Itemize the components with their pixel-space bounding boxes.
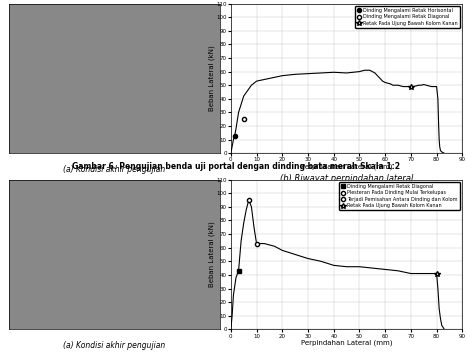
Y-axis label: Beban Lateral (kN): Beban Lateral (kN) (208, 45, 215, 111)
Text: (a) Kondisi akhir pengujian: (a) Kondisi akhir pengujian (64, 341, 166, 350)
Text: (a) Kondisi akhir pengujian: (a) Kondisi akhir pengujian (64, 165, 166, 174)
Legend: Dinding Mengalami Retak Diagonal, Plesteran Pada Dinding Mulai Terkelupas, Terja: Dinding Mengalami Retak Diagonal, Pleste… (339, 182, 460, 210)
Text: Gambar 6. Pengujian benda uji portal dengan dinding bata merah Skala 1:2: Gambar 6. Pengujian benda uji portal den… (72, 162, 400, 171)
X-axis label: Perpindahan Lateral (mm): Perpindahan Lateral (mm) (301, 340, 392, 346)
X-axis label: Perpindahan Lateral (mm): Perpindahan Lateral (mm) (301, 164, 392, 170)
Legend: Dinding Mengalami Retak Horisontal, Dinding Mengalami Retak Diagonal, Retak Pada: Dinding Mengalami Retak Horisontal, Dind… (354, 6, 460, 28)
Y-axis label: Beban Lateral (kN): Beban Lateral (kN) (208, 222, 215, 287)
Text: (b) Riwayat perpindahan lateral: (b) Riwayat perpindahan lateral (280, 174, 413, 183)
